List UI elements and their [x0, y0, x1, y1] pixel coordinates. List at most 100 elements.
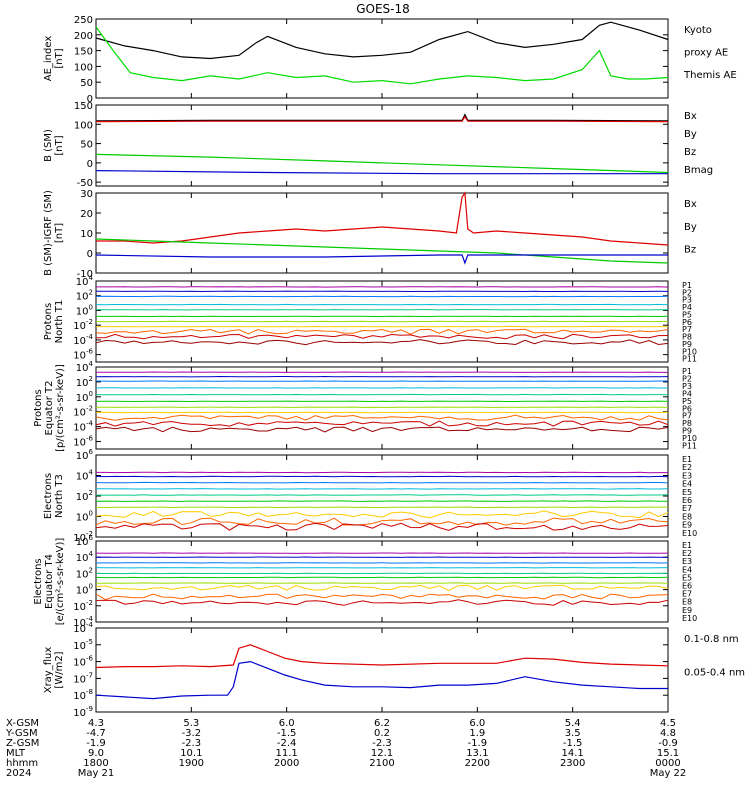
legend-p8: P8: [682, 333, 692, 342]
flux-channel-line: [95, 584, 669, 592]
y-tick-exponent: 2: [89, 566, 93, 574]
y-tick-label: 104: [76, 469, 94, 483]
legend-p2: P2: [682, 374, 692, 383]
x-axis-value: 0.2: [374, 728, 390, 739]
y-tick-label: 102: [76, 289, 93, 303]
legend-p7: P7: [682, 412, 692, 421]
x-row-label: MLT: [6, 748, 26, 759]
y-tick-exponent: 6: [89, 534, 94, 542]
panel-frame: [95, 18, 669, 99]
y-tick-exponent: 2: [89, 375, 93, 383]
x-axis-value: -4.7: [86, 728, 106, 739]
y-tick-label: 10-4: [73, 333, 93, 347]
x-axis-value: -1.5: [563, 738, 583, 749]
x-axis-value: 2200: [465, 758, 490, 769]
flux-channel-line: [96, 494, 669, 496]
x-axis-value: 6.0: [279, 718, 295, 729]
x-axis-value: 4.5: [660, 718, 676, 729]
legend-e4: E4: [682, 565, 692, 574]
x-axis-value: 6.2: [374, 718, 390, 729]
legend-item: proxy AE: [684, 48, 728, 59]
legend-p11: P11: [682, 442, 697, 451]
legend-e2: E2: [682, 463, 692, 472]
y-tick-exponent: 4: [89, 550, 94, 558]
flux-channel-line: [95, 552, 669, 554]
x-axis-value: 2100: [369, 758, 394, 769]
y-tick-label: 200: [74, 31, 93, 42]
y-axis-label: Equator T4: [44, 554, 55, 609]
x-axis-value: -1.9: [468, 738, 488, 749]
y-tick-label: 150: [74, 101, 93, 112]
y-tick-label: 10: [80, 229, 93, 240]
legend-e3: E3: [682, 471, 692, 480]
legend-e7: E7: [682, 590, 692, 599]
legend-e9: E9: [682, 606, 692, 615]
legend-e10: E10: [682, 529, 697, 538]
panel-b-minus-igrf: -10 0 10 20 30 B (SM)-IGRF (SM) [nT] Bx By Bz: [43, 189, 697, 280]
legend-item: Bx: [684, 111, 697, 122]
x-axis-value: 4.3: [88, 718, 104, 729]
legend-p3: P3: [682, 296, 692, 305]
flux-channel-line: [95, 593, 669, 601]
y-tick-label: 100: [74, 120, 93, 131]
y-tick-exponent: -6: [86, 348, 94, 356]
y-tick-exponent: 2: [89, 289, 93, 297]
x-axis-value: 3.5: [565, 728, 581, 739]
y-tick-label: 102: [76, 489, 93, 503]
x-axis-value: 4.8: [660, 728, 676, 739]
y-axis-label: Protons: [43, 303, 54, 340]
x-axis-value: 14.1: [562, 748, 584, 759]
legend-item: By: [684, 222, 697, 233]
y-tick-label: 10-4: [73, 420, 93, 434]
flux-channel-line: [95, 506, 668, 509]
y-tick-label: 250: [74, 15, 93, 26]
legend-p6: P6: [682, 318, 692, 327]
x-row-label: X-GSM: [6, 718, 39, 729]
y-tick-exponent: -6: [86, 435, 94, 443]
y-tick-label: 10-2: [73, 405, 93, 419]
flux-channel-line: [96, 471, 668, 474]
legend-p8: P8: [682, 419, 692, 428]
y-tick-label: 10-2: [73, 599, 93, 613]
legend-p4: P4: [682, 389, 692, 398]
legend-e7: E7: [682, 504, 692, 513]
y-axis-label: [W/m2]: [54, 651, 65, 688]
y-tick-label: 106: [76, 534, 94, 548]
legend-p10: P10: [682, 347, 697, 356]
y-tick-label: 100: [76, 390, 93, 404]
legend-item: Bmag: [684, 165, 713, 176]
y-axis-label: AE_index: [43, 36, 54, 82]
legend-e6: E6: [682, 582, 692, 591]
y-axis-label: Electrons: [43, 473, 54, 519]
y-tick-label: 10-9: [73, 705, 93, 719]
panel-frame: [95, 366, 669, 450]
flux-channel-line: [95, 481, 669, 484]
y-tick-label: 100: [74, 62, 93, 73]
flux-channel-line: [95, 576, 669, 579]
x-row-label: Y-GSM: [5, 728, 38, 739]
panel-frame: [95, 627, 669, 713]
flux-channel-line: [95, 339, 669, 346]
x-axis-value: -2.4: [277, 738, 297, 749]
y-tick-label: 104: [76, 274, 94, 288]
x-axis-value: 1800: [83, 758, 108, 769]
y-tick-exponent: 6: [89, 448, 94, 456]
x-axis-value: 2300: [560, 758, 585, 769]
flux-channel-line: [95, 500, 668, 502]
x-axis-value: 15.1: [657, 748, 679, 759]
y-tick-exponent: -9: [86, 705, 93, 713]
y-tick-label: 10-7: [73, 671, 93, 685]
x-axis-value: 5.3: [183, 718, 199, 729]
flux-channel-line: [95, 328, 669, 335]
x-axis-value: 5.4: [565, 718, 581, 729]
y-axis-label: B (SM): [43, 129, 54, 162]
series-line: [95, 153, 669, 174]
x-axis-value: May 21: [78, 768, 115, 779]
y-tick-exponent: -7: [86, 671, 93, 679]
flux-channel-line: [95, 420, 669, 427]
y-tick-exponent: 4: [89, 360, 94, 368]
legend-item: 0.05-0.4 nm: [684, 668, 745, 679]
